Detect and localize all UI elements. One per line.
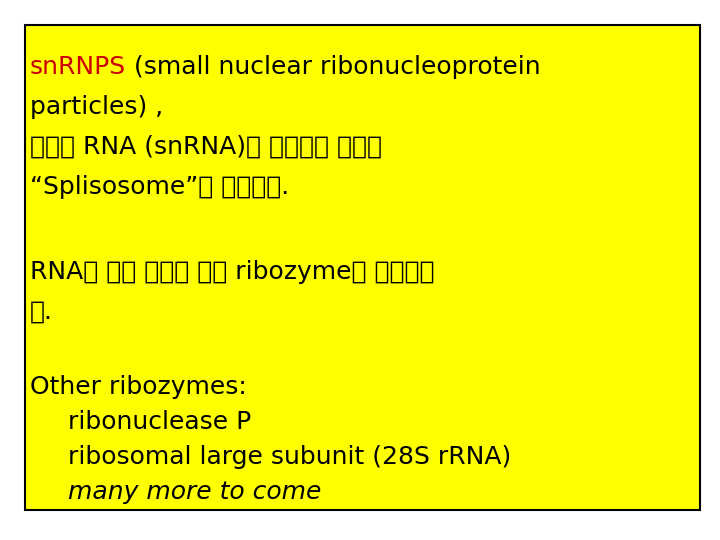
Text: “Splisosome”을 형성한다.: “Splisosome”을 형성한다.	[30, 175, 289, 199]
Text: 작은핵 RNA (snRNA)와 단백질의 복합체: 작은핵 RNA (snRNA)와 단백질의 복합체	[30, 135, 382, 159]
Text: snRNPS: snRNPS	[30, 55, 126, 79]
Text: ribonuclease P: ribonuclease P	[68, 410, 251, 434]
Text: RNA가 효소 작용을 하는 ribozyme의 대표적인: RNA가 효소 작용을 하는 ribozyme의 대표적인	[30, 260, 434, 284]
Text: (small nuclear ribonucleoprotein: (small nuclear ribonucleoprotein	[126, 55, 541, 79]
Text: Other ribozymes:: Other ribozymes:	[30, 375, 247, 399]
Text: ribosomal large subunit (28S rRNA): ribosomal large subunit (28S rRNA)	[68, 445, 511, 469]
Text: 예.: 예.	[30, 300, 53, 324]
Bar	[25, 25, 700, 510]
Text: many more to come: many more to come	[68, 480, 321, 504]
Text: particles) ,: particles) ,	[30, 95, 163, 119]
